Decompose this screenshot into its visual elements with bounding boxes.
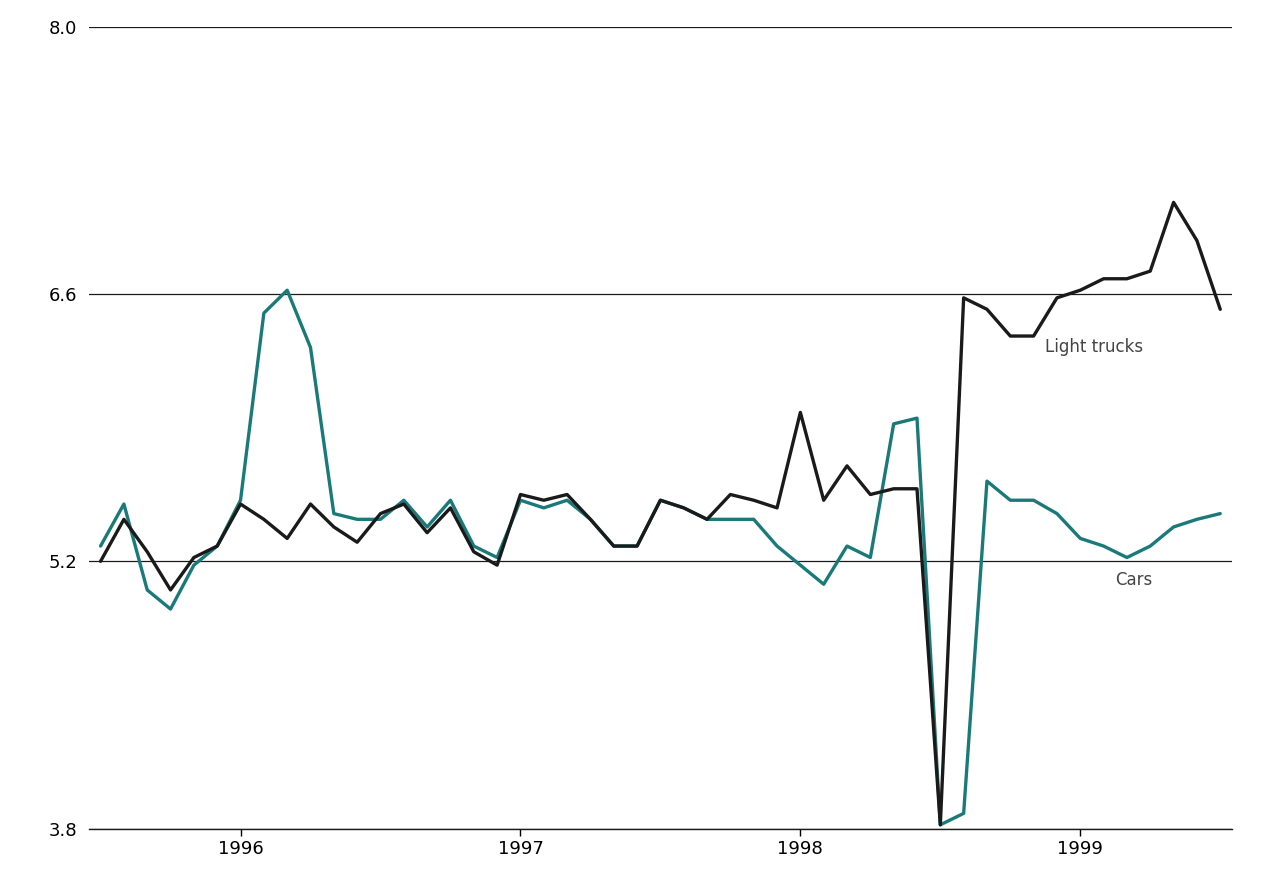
Text: Cars: Cars (1115, 571, 1152, 590)
Text: Light trucks: Light trucks (1045, 339, 1143, 356)
